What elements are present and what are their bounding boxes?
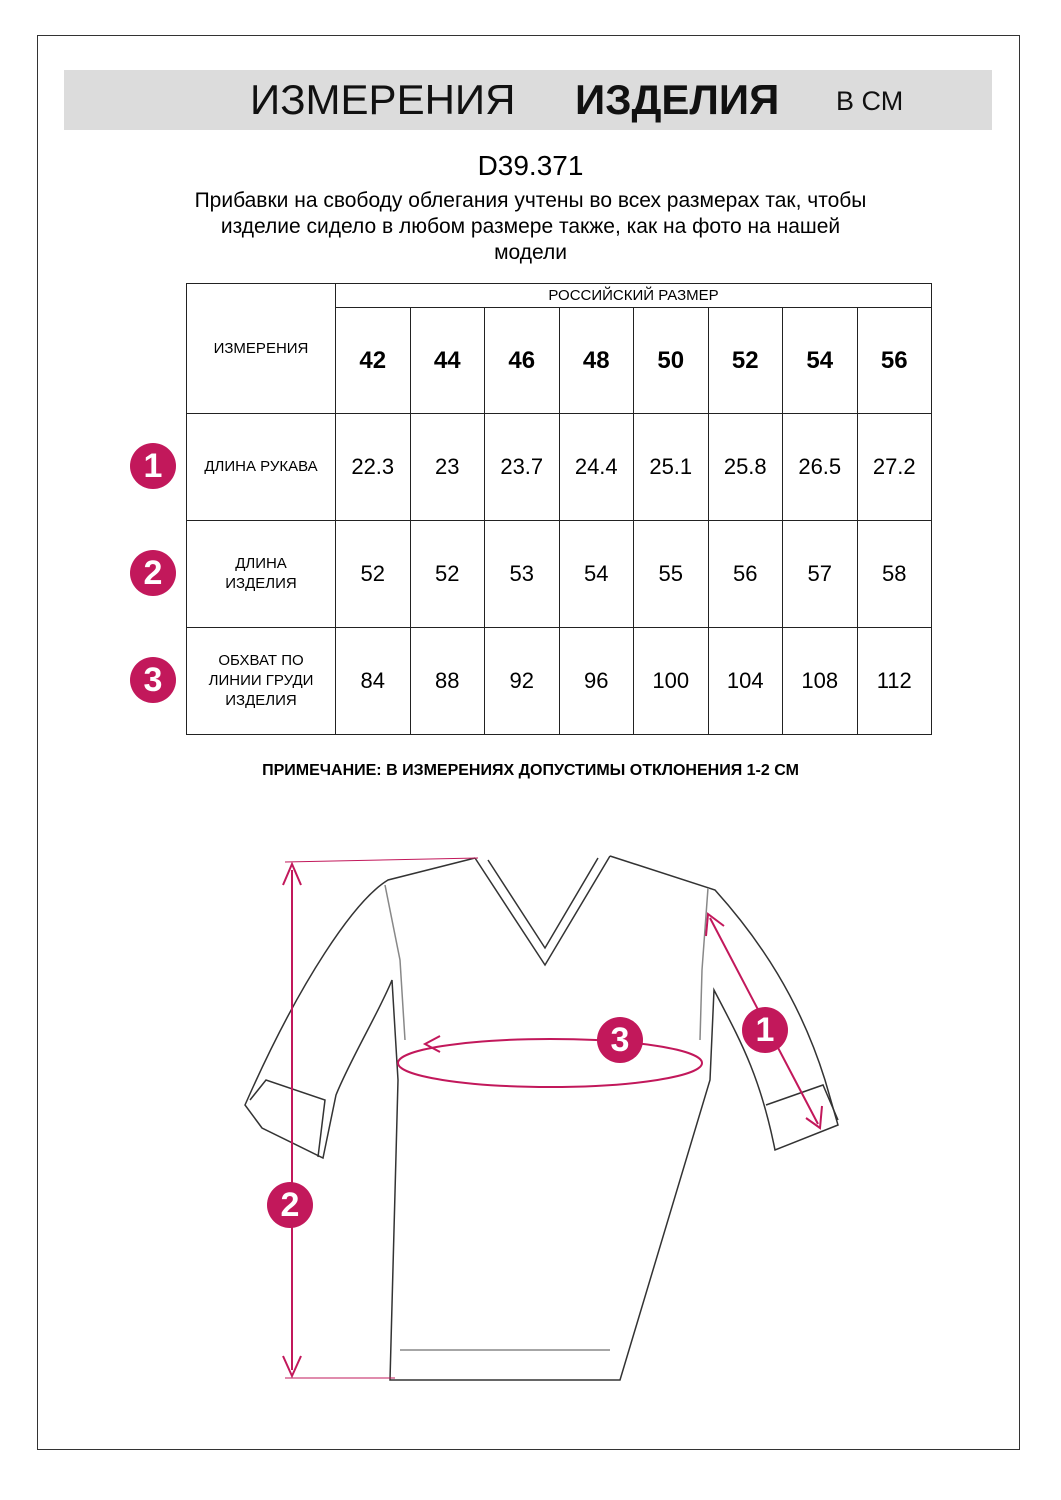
row-marker: 1	[130, 443, 176, 489]
corner-cell: ИЗМЕРЕНИЯ	[186, 283, 336, 414]
value-cell: 27.2	[856, 413, 932, 521]
size-cell: 44	[409, 307, 485, 414]
group-header: РОССИЙСКИЙ РАЗМЕР	[335, 283, 932, 308]
value-cell: 112	[856, 627, 932, 735]
value-cell: 26.5	[782, 413, 858, 521]
note: ПРИМЕЧАНИЕ: В ИЗМЕРЕНИЯХ ДОПУСТИМЫ ОТКЛО…	[262, 762, 799, 779]
row-label: ДЛИНА ИЗДЕЛИЯ	[186, 520, 336, 628]
row-marker: 2	[130, 550, 176, 596]
diagram-marker: 2	[267, 1182, 313, 1228]
value-cell: 92	[484, 627, 560, 735]
header-row: ИЗМЕРЕНИЯ РОССИЙСКИЙ РАЗМЕР	[186, 283, 932, 414]
row-label: ДЛИНА РУКАВА	[186, 413, 336, 521]
size-cell: 54	[782, 307, 858, 414]
title-bold: ИЗДЕЛИЯ	[575, 76, 780, 123]
value-cell: 53	[484, 520, 560, 628]
value-cell: 84	[335, 627, 411, 735]
size-cell: 48	[558, 307, 634, 414]
row-marker: 3	[130, 657, 176, 703]
measure-row: ДЛИНА РУКАВА 22.3 23 23.7 24.4 25.1 25.8 26.5 27…	[186, 413, 932, 521]
description-line: модели	[494, 241, 567, 264]
measure-row: ОБХВАТ ПО ЛИНИИ ГРУДИ ИЗДЕЛИЯ 84 88 92 96 100…	[186, 627, 932, 735]
value-cell: 23.7	[484, 413, 560, 521]
title-light: ИЗМЕРЕНИЯ	[250, 76, 516, 123]
value-cell: 22.3	[335, 413, 411, 521]
description-line: Прибавки на свободу облегания учтены во …	[194, 189, 867, 212]
description: Прибавки на свободу облегания учтены во …	[0, 188, 1061, 266]
value-cell: 100	[633, 627, 709, 735]
value-cell: 104	[707, 627, 783, 735]
row-label: ОБХВАТ ПО ЛИНИИ ГРУДИ ИЗДЕЛИЯ	[186, 627, 336, 735]
value-cell: 58	[856, 520, 932, 628]
size-table: ИЗМЕРЕНИЯ РОССИЙСКИЙ РАЗМЕР 42 44 46 48 50 52 54…	[186, 283, 932, 735]
sizes-row: 42 44 46 48 50 52 54 56	[187, 307, 932, 414]
unit: В СМ	[836, 86, 904, 116]
size-cell: 42	[335, 307, 411, 414]
frame	[37, 35, 1020, 1450]
measure-row: ДЛИНА ИЗДЕЛИЯ 52 52 53 54 55 56 57 58	[186, 520, 932, 628]
diagram-marker: 1	[742, 1007, 788, 1053]
value-cell: 96	[558, 627, 634, 735]
description-line: изделие сидело в любом размере также, ка…	[220, 215, 841, 238]
header-bar	[64, 70, 992, 130]
diagram-marker: 3	[597, 1017, 643, 1063]
value-cell: 57	[782, 520, 858, 628]
value-cell: 24.4	[558, 413, 634, 521]
value-cell: 108	[782, 627, 858, 735]
article: D39.371	[477, 150, 584, 181]
size-cell: 56	[856, 307, 932, 414]
sweater	[244, 855, 839, 1381]
